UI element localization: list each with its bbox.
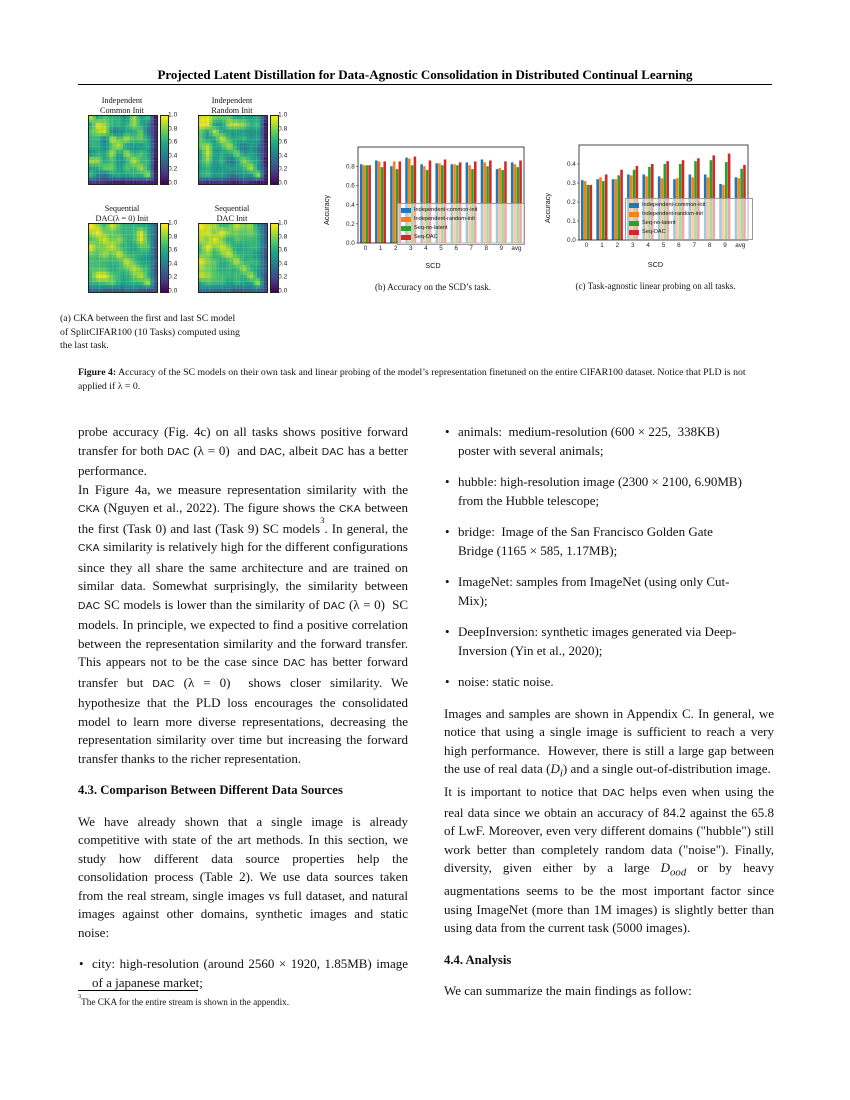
svg-text:0.2: 0.2: [346, 221, 355, 228]
svg-text:0: 0: [585, 242, 589, 249]
svg-text:9: 9: [723, 242, 727, 249]
svg-text:0.0: 0.0: [346, 240, 355, 247]
svg-text:1: 1: [600, 242, 604, 249]
svg-text:0.3: 0.3: [567, 180, 576, 187]
svg-text:7: 7: [469, 245, 473, 252]
svg-text:0.4: 0.4: [346, 202, 355, 209]
svg-text:avg: avg: [511, 245, 522, 252]
svg-text:0.8: 0.8: [346, 163, 355, 170]
svg-text:2: 2: [616, 242, 620, 249]
svg-text:4: 4: [424, 245, 428, 252]
svg-text:avg: avg: [735, 242, 746, 249]
svg-text:0.6: 0.6: [346, 183, 355, 190]
svg-text:7: 7: [692, 242, 696, 249]
svg-text:3: 3: [409, 245, 413, 252]
svg-text:1: 1: [379, 245, 383, 252]
svg-text:0.2: 0.2: [567, 199, 576, 206]
svg-text:8: 8: [708, 242, 712, 249]
svg-text:3: 3: [631, 242, 635, 249]
svg-text:4: 4: [646, 242, 650, 249]
svg-text:8: 8: [485, 245, 489, 252]
svg-text:0.1: 0.1: [567, 218, 576, 225]
svg-text:5: 5: [439, 245, 443, 252]
svg-text:9: 9: [500, 245, 504, 252]
svg-text:6: 6: [677, 242, 681, 249]
svg-text:0.4: 0.4: [567, 161, 576, 168]
svg-text:6: 6: [454, 245, 458, 252]
svg-text:5: 5: [662, 242, 666, 249]
svg-text:0.0: 0.0: [567, 237, 576, 244]
svg-text:2: 2: [394, 245, 398, 252]
svg-text:0: 0: [364, 245, 368, 252]
